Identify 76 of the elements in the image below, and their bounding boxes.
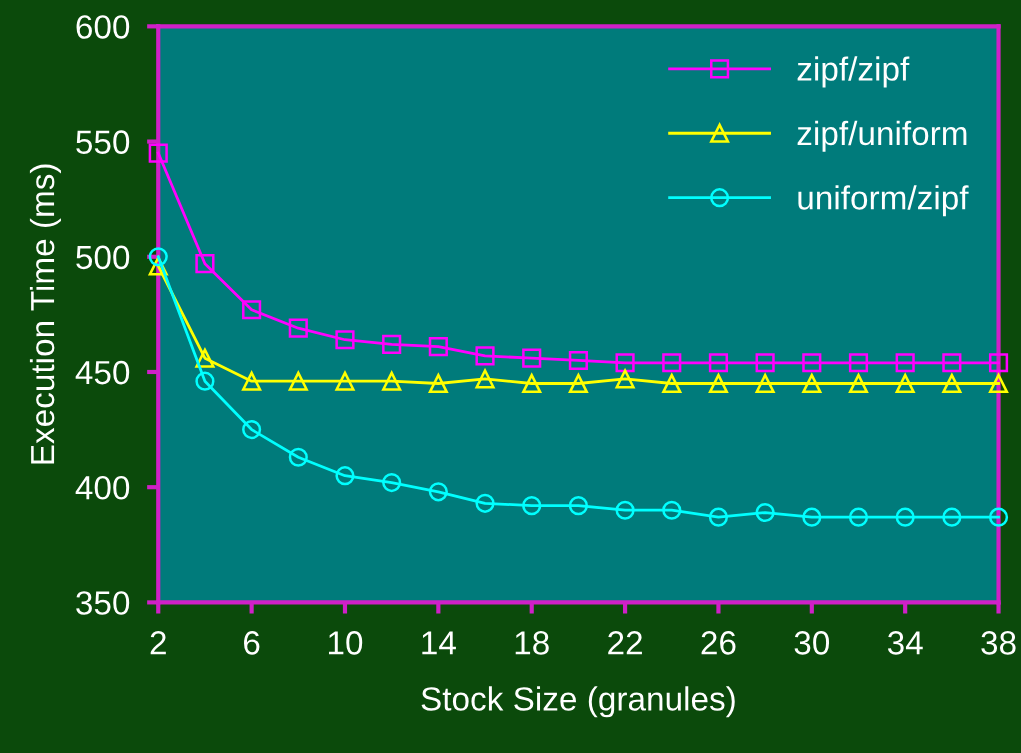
point	[568, 350, 588, 371]
point	[288, 447, 308, 467]
point	[382, 334, 402, 354]
point	[755, 373, 775, 394]
legend-label: zipf/zipf	[797, 56, 910, 88]
point	[195, 254, 215, 274]
point	[895, 373, 915, 394]
point	[802, 353, 822, 373]
point	[662, 500, 682, 520]
point	[428, 337, 448, 357]
point	[148, 247, 168, 267]
point	[615, 353, 635, 373]
point	[242, 420, 262, 440]
x-tick-label: 14	[422, 631, 456, 655]
point	[288, 371, 308, 391]
point	[802, 373, 822, 394]
point	[988, 353, 1009, 373]
point	[662, 373, 682, 394]
point	[895, 353, 915, 373]
point	[942, 373, 962, 394]
point	[615, 369, 635, 389]
x-tick-label: 18	[515, 631, 549, 655]
point	[848, 507, 869, 527]
point	[288, 318, 308, 338]
y-tick-label: 550	[76, 130, 130, 154]
point	[848, 353, 869, 373]
point	[242, 300, 262, 320]
point	[522, 348, 542, 368]
point	[568, 373, 588, 394]
y-tick-label: 350	[76, 591, 130, 615]
legend-label: zipf/uniform	[797, 120, 967, 152]
point	[708, 373, 729, 394]
point	[428, 373, 448, 394]
point	[382, 473, 402, 493]
x-tick-label: 6	[244, 631, 260, 655]
point	[475, 369, 495, 389]
point	[942, 507, 962, 527]
point	[335, 466, 355, 486]
point	[242, 371, 262, 391]
point	[382, 371, 402, 391]
point	[848, 373, 869, 394]
point	[942, 353, 962, 373]
y-axis-title: Execution Time (ms)	[29, 164, 61, 464]
x-tick-label: 10	[328, 631, 363, 655]
x-tick-label: 38	[981, 631, 1016, 655]
legend-label: uniform/zipf	[798, 185, 969, 217]
x-tick-label: 34	[887, 631, 923, 655]
point	[802, 507, 822, 527]
point	[662, 353, 682, 373]
point	[475, 346, 495, 366]
y-tick-label: 400	[75, 475, 130, 500]
y-tick-label: 500	[76, 245, 130, 270]
point	[708, 507, 729, 527]
y-tick-label: 600	[76, 15, 130, 39]
point	[335, 371, 355, 391]
point	[988, 373, 1009, 394]
point	[195, 371, 215, 391]
point	[522, 373, 542, 394]
point	[988, 507, 1009, 527]
x-tick-label: 26	[701, 631, 736, 655]
x-tick-label: 22	[608, 631, 642, 655]
point	[895, 507, 915, 527]
point	[755, 502, 775, 523]
point	[755, 353, 775, 373]
point	[475, 493, 495, 513]
y-tick-label: 450	[75, 360, 130, 385]
point	[522, 496, 542, 516]
point	[708, 353, 729, 373]
point	[568, 496, 588, 516]
x-tick-label: 2	[150, 631, 166, 655]
x-tick-label: 30	[794, 631, 830, 655]
point	[428, 482, 448, 502]
point	[615, 500, 635, 520]
x-axis-title: Stock Size (granules)	[421, 686, 735, 718]
point	[148, 143, 168, 163]
point	[335, 330, 355, 350]
